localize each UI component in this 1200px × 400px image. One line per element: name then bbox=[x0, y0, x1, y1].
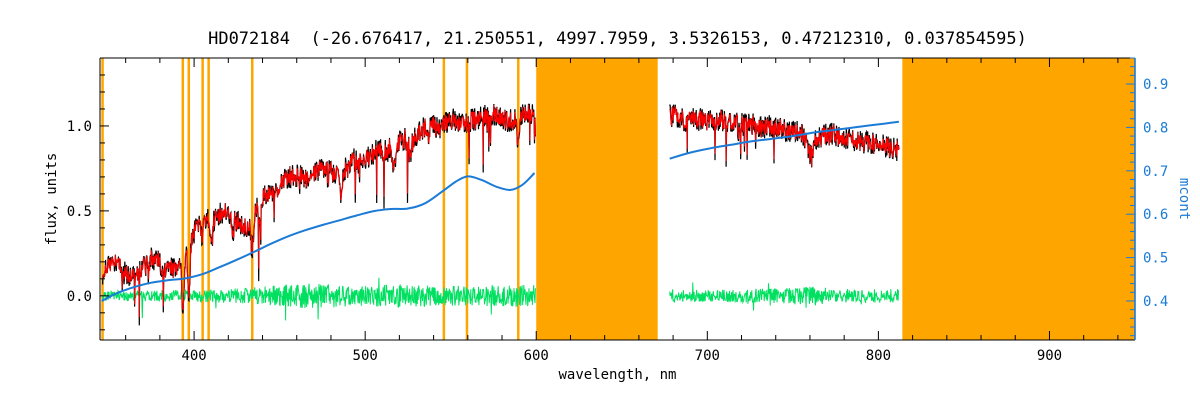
masked-line bbox=[207, 58, 210, 340]
fit-series bbox=[102, 104, 536, 318]
tick-label: 0.0 bbox=[67, 289, 92, 305]
tick-label: 600 bbox=[524, 348, 549, 364]
y-axis-label-right: mcont bbox=[1176, 177, 1192, 221]
tick-label: 700 bbox=[695, 348, 720, 364]
masked-line bbox=[251, 58, 254, 340]
residual-series bbox=[102, 277, 536, 321]
tick-label: 800 bbox=[866, 348, 891, 364]
masked-line bbox=[465, 58, 469, 340]
tick-label: 1.0 bbox=[67, 119, 92, 135]
y-axis-label-left: flux, units bbox=[44, 152, 60, 246]
tick-label: 400 bbox=[181, 348, 206, 364]
tick-label: 0.9 bbox=[1143, 77, 1168, 93]
tick-label: 500 bbox=[353, 348, 378, 364]
masked-line bbox=[101, 58, 104, 340]
masked-line bbox=[201, 58, 204, 340]
tick-label: 0.4 bbox=[1143, 294, 1168, 310]
observed-series bbox=[669, 104, 900, 168]
plot-layers bbox=[101, 58, 1135, 340]
axes-frame bbox=[99, 57, 1136, 341]
tick-label: 0.6 bbox=[1143, 207, 1168, 223]
continuum-series bbox=[101, 172, 536, 302]
x-axis-label: wavelength, nm bbox=[558, 367, 677, 383]
tick-label: 0.8 bbox=[1143, 120, 1168, 136]
tick-label: 0.5 bbox=[1143, 251, 1168, 267]
masked-regions-layer bbox=[101, 58, 1135, 340]
masked-band bbox=[536, 58, 658, 340]
masked-line bbox=[187, 58, 191, 340]
residual-series bbox=[669, 282, 900, 311]
chart-title: HD072184 (-26.676417, 21.250551, 4997.79… bbox=[208, 29, 1027, 49]
tick-label: 0.7 bbox=[1143, 164, 1168, 180]
masked-band bbox=[902, 58, 1135, 340]
masked-line bbox=[442, 58, 446, 340]
masked-line bbox=[517, 58, 520, 340]
tick-label: 0.5 bbox=[67, 204, 92, 220]
fit-series bbox=[669, 106, 900, 167]
continuum-series bbox=[669, 120, 900, 160]
masked-line bbox=[181, 58, 185, 340]
tick-label: 900 bbox=[1037, 348, 1062, 364]
